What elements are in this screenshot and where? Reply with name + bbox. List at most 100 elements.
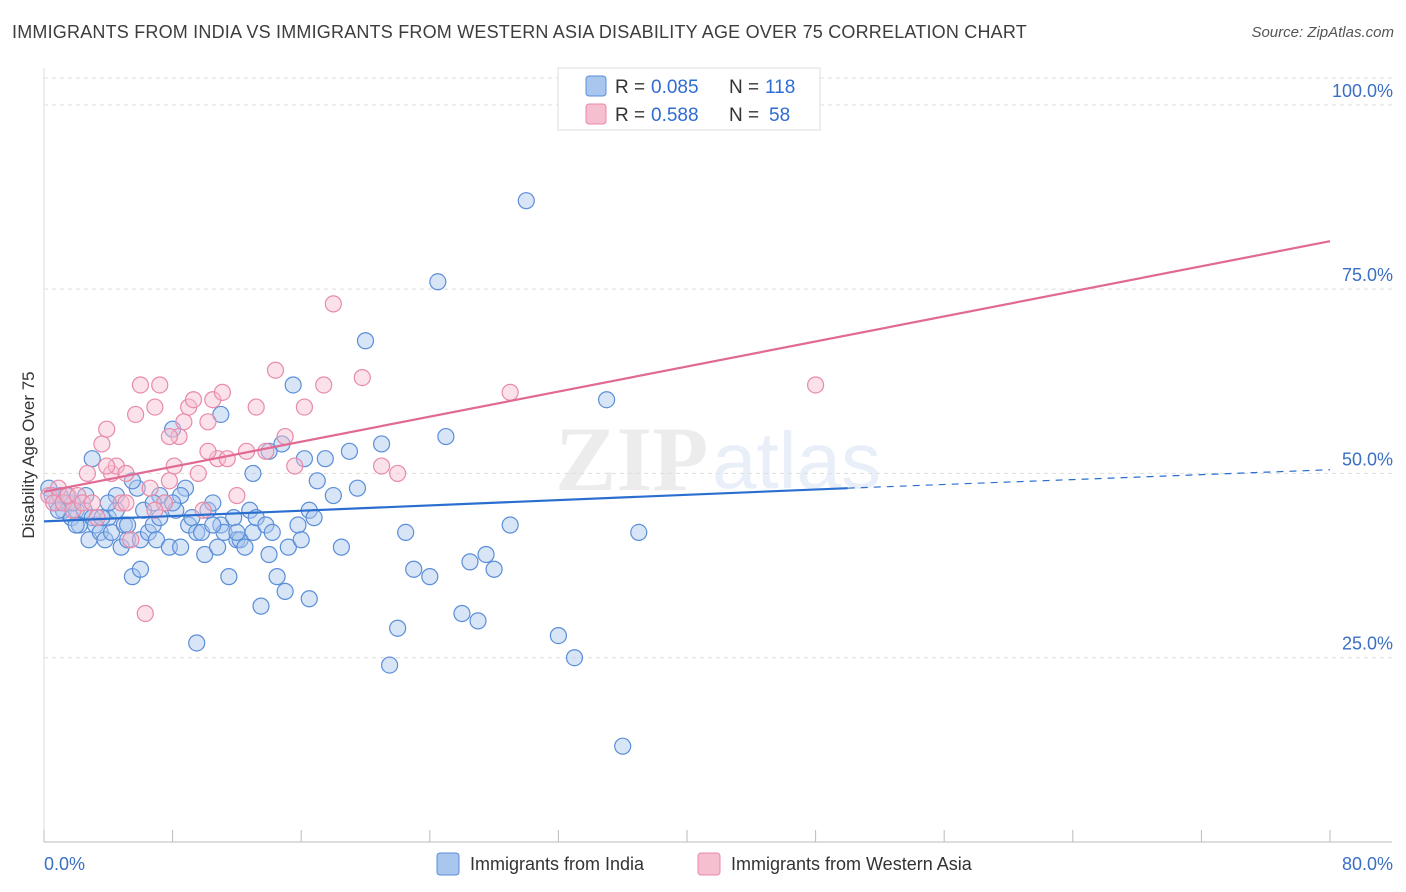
india-point	[389, 619, 407, 637]
india-point	[289, 516, 307, 534]
india-point	[305, 509, 323, 527]
bottom-legend-label-india: Immigrants from India	[470, 854, 645, 874]
y-tick-label-25: 25.0%	[1342, 634, 1393, 654]
wasia-point	[146, 501, 164, 519]
legend-n-label-india: N =	[729, 77, 759, 98]
x-tick-marks	[43, 830, 1331, 842]
legend-box: R = 0.085 N = 118 R = 0.588 N = 58	[557, 67, 821, 131]
india-point	[549, 626, 568, 645]
x-tick-label-min: 0.0%	[44, 854, 85, 874]
india-point	[172, 538, 190, 556]
india-point	[209, 538, 227, 556]
india-point	[461, 553, 479, 571]
watermark: ZIP atlas	[555, 408, 881, 510]
india-point	[268, 568, 286, 586]
india-point	[196, 545, 214, 564]
legend-r-value-india: 0.085	[651, 77, 699, 98]
india-point	[437, 427, 455, 446]
india-point	[292, 531, 310, 549]
legend-swatch-wasia	[585, 103, 607, 125]
wasia-point	[160, 427, 178, 446]
legend-r-label-wasia: R =	[615, 105, 645, 126]
wasia-point	[127, 405, 145, 424]
india-point	[118, 516, 137, 534]
legend-n-label-wasia: N =	[729, 105, 759, 126]
india-point	[220, 568, 238, 586]
wasia-point	[98, 457, 116, 475]
legend-r-label-india: R =	[615, 77, 645, 98]
legend-r-value-wasia: 0.588	[651, 105, 699, 126]
india-point	[501, 516, 519, 534]
wasia-point	[247, 398, 265, 416]
india-point	[614, 737, 632, 755]
wasia-point	[286, 457, 304, 475]
india-point	[372, 435, 391, 453]
wasia-point	[199, 413, 217, 431]
wasia-point	[141, 479, 159, 497]
wasia-point	[228, 486, 246, 505]
wasia-point	[136, 604, 154, 623]
source-credit: Source: ZipAtlas.com	[1251, 24, 1394, 41]
wasia-point	[189, 464, 207, 483]
india-point	[453, 604, 471, 623]
bottom-legend-label-wasia: Immigrants from Western Asia	[731, 854, 973, 874]
wasia-point	[199, 442, 217, 460]
india-point	[405, 560, 423, 578]
india-point	[421, 568, 439, 586]
y-tick-labels: 25.0% 50.0% 75.0% 100.0%	[1332, 81, 1393, 654]
wasia-point	[213, 383, 232, 401]
wasia-point	[315, 376, 333, 394]
india-point	[284, 376, 302, 394]
india-point	[252, 597, 270, 615]
india-point	[356, 332, 375, 350]
trend-lines	[43, 240, 1331, 523]
wasia-point	[98, 420, 116, 438]
india-point	[630, 523, 648, 542]
legend-n-value-wasia: 58	[769, 105, 790, 126]
india-point	[598, 391, 616, 409]
india-point	[204, 516, 222, 534]
wasia-point	[117, 494, 135, 512]
wasia-point	[160, 472, 178, 490]
wasia-point	[184, 391, 203, 409]
india-point	[429, 273, 447, 291]
wasia-point	[806, 376, 825, 394]
wasia-point	[175, 413, 193, 431]
trend-line-india-extension	[847, 469, 1331, 489]
india-point	[381, 656, 399, 674]
wasia-point	[151, 376, 169, 394]
india-point	[324, 486, 342, 505]
y-axis-label: Disability Age Over 75	[19, 371, 38, 538]
wasia-point	[122, 531, 140, 549]
india-point	[332, 538, 350, 556]
india-point	[279, 538, 297, 556]
india-point	[212, 405, 230, 424]
wasia-point	[93, 435, 111, 453]
india-point	[131, 560, 150, 578]
wasia-point	[112, 494, 130, 512]
india-point	[348, 479, 367, 497]
y-tick-label-100: 100.0%	[1332, 81, 1393, 101]
india-point	[276, 582, 294, 600]
india-point	[340, 442, 359, 460]
bottom-legend-swatch-wasia	[697, 852, 721, 876]
legend-swatch-india	[585, 75, 607, 97]
bottom-legend-swatch-india	[436, 852, 460, 876]
india-point	[263, 523, 281, 542]
wasia-point	[266, 361, 285, 379]
wasia-point	[218, 450, 236, 468]
wasia-point	[117, 464, 135, 483]
india-point	[228, 523, 246, 542]
x-tick-label-max: 80.0%	[1342, 854, 1393, 874]
y-tick-label-50: 50.0%	[1342, 449, 1393, 469]
india-point	[188, 634, 206, 652]
india-point	[308, 472, 326, 490]
india-point	[397, 523, 415, 542]
india-point	[469, 612, 487, 630]
wasia-point	[372, 457, 391, 475]
chart-title: IMMIGRANTS FROM INDIA VS IMMIGRANTS FROM…	[12, 22, 1027, 42]
grid-lines	[44, 77, 1392, 659]
india-point	[83, 450, 101, 468]
watermark-zip: ZIP	[555, 408, 708, 510]
